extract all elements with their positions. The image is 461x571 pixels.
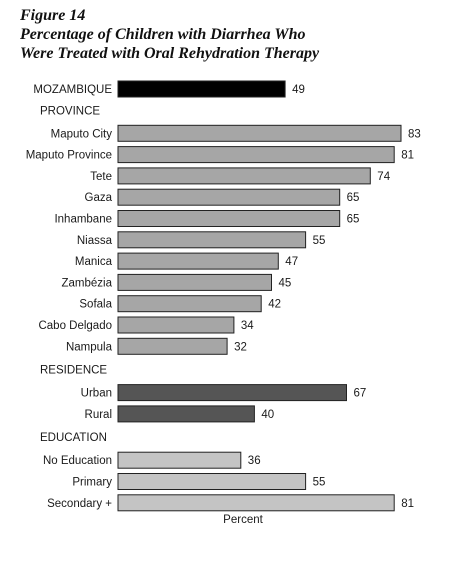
- value-label-sofala: 42: [268, 299, 281, 311]
- bar-mozambique: [117, 80, 286, 98]
- value-label-mozambique: 49: [292, 84, 305, 96]
- title-line-2: Were Treated with Oral Rehydration Thera…: [20, 45, 320, 62]
- bar-maputo-city: [117, 124, 402, 142]
- bar-sofala: [117, 295, 262, 313]
- value-label-urban: 67: [354, 388, 367, 400]
- value-label-rural: 40: [261, 409, 274, 421]
- bar-inhambane: [117, 210, 341, 227]
- value-label-primary: 55: [313, 477, 326, 489]
- bar-primary: [117, 473, 307, 490]
- figure-title: Figure 14 Percentage of Children with Di…: [20, 6, 319, 63]
- category-label-inhambane: Inhambane: [54, 214, 112, 226]
- group-heading-residence: RESIDENCE: [40, 365, 107, 377]
- value-label-no-education: 36: [248, 455, 261, 467]
- value-label-zambezia: 45: [279, 277, 292, 289]
- category-label-tete: Tete: [90, 171, 112, 183]
- category-label-rural: Rural: [85, 409, 112, 421]
- group-heading-education: EDUCATION: [40, 432, 107, 444]
- category-label-zambezia: Zambézia: [62, 277, 113, 289]
- x-axis-label: Percent: [223, 514, 263, 526]
- value-label-maputo-city: 83: [408, 128, 421, 140]
- bar-tete: [117, 167, 371, 185]
- bar-maputo-province: [117, 146, 395, 164]
- bar-zambezia: [117, 273, 272, 291]
- category-label-nampula: Nampula: [66, 341, 113, 353]
- bar-secondary: [117, 494, 395, 512]
- category-label-sofala: Sofala: [79, 299, 112, 311]
- category-label-secondary: Secondary +: [47, 498, 112, 510]
- bar-rural: [117, 405, 255, 423]
- bar-nampula: [117, 337, 228, 355]
- figure-number: Figure 14: [20, 7, 86, 24]
- value-label-maputo-province: 81: [401, 150, 414, 162]
- bar-niassa: [117, 231, 307, 249]
- group-heading-province: PROVINCE: [40, 105, 100, 117]
- value-label-niassa: 55: [313, 235, 326, 247]
- category-label-urban: Urban: [81, 388, 112, 400]
- value-label-gaza: 65: [347, 192, 360, 204]
- bar-cabo-delgado: [117, 316, 235, 334]
- bar-manica: [117, 252, 279, 270]
- value-label-cabo-delgado: 34: [241, 320, 254, 332]
- value-label-nampula: 32: [234, 341, 247, 353]
- value-label-inhambane: 65: [347, 214, 360, 226]
- category-label-maputo-city: Maputo City: [51, 128, 113, 140]
- title-line-1: Percentage of Children with Diarrhea Who: [20, 26, 306, 43]
- category-label-no-education: No Education: [43, 455, 112, 467]
- category-label-manica: Manica: [75, 256, 113, 268]
- bar-urban: [117, 384, 347, 402]
- category-label-gaza: Gaza: [85, 192, 113, 204]
- category-label-primary: Primary: [72, 477, 112, 489]
- category-label-maputo-province: Maputo Province: [26, 150, 112, 162]
- value-label-tete: 74: [377, 171, 390, 183]
- value-label-secondary: 81: [401, 498, 414, 510]
- value-label-manica: 47: [285, 256, 298, 268]
- category-label-cabo-delgado: Cabo Delgado: [38, 320, 112, 332]
- bar-gaza: [117, 188, 341, 206]
- bar-no-education: [117, 451, 242, 469]
- category-label-mozambique: MOZAMBIQUE: [33, 84, 112, 96]
- category-label-niassa: Niassa: [77, 235, 113, 247]
